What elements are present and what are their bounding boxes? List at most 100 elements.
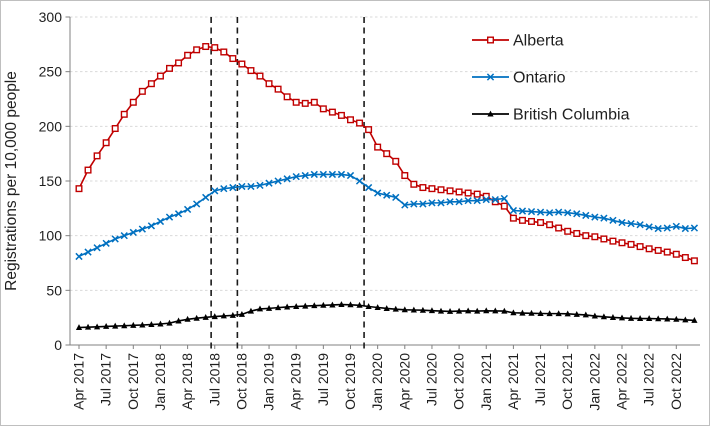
data-point-marker (220, 48, 228, 56)
data-point-marker (673, 315, 680, 322)
data-point-marker (211, 44, 219, 52)
x-tick-label: Apr 2020 (396, 353, 412, 410)
x-tick-label: Oct 2018 (233, 353, 249, 410)
legend-label-british-columbia: British Columbia (513, 107, 630, 124)
y-tick-label: 300 (39, 9, 63, 25)
data-point-marker (328, 170, 337, 179)
data-point-marker (509, 206, 518, 215)
data-point-marker (202, 313, 209, 320)
data-point-marker (487, 110, 494, 117)
data-point-marker (646, 315, 653, 322)
data-point-marker (347, 301, 354, 308)
data-point-marker (681, 224, 689, 233)
data-point-marker (655, 315, 662, 322)
y-tick-label: 250 (39, 64, 63, 80)
data-point-marker (365, 126, 373, 134)
x-tick-label: Apr 2021 (505, 353, 521, 410)
data-point-marker (383, 191, 391, 199)
data-point-marker (600, 214, 608, 222)
data-point-marker (129, 228, 137, 237)
data-point-marker (265, 80, 273, 88)
data-point-marker (446, 308, 454, 314)
data-point-marker (229, 311, 236, 318)
data-point-marker (175, 317, 182, 324)
data-point-marker (356, 301, 363, 308)
data-point-marker (238, 310, 245, 317)
data-point-marker (410, 180, 418, 188)
data-point-marker (311, 302, 318, 309)
data-point-marker (111, 125, 119, 133)
plot-area: 0 50 100 150 200 250 300 Apr 2017 Jul 2017 Oct 20… (39, 9, 700, 411)
data-point-marker (690, 224, 699, 232)
x-tick-label: Oct 2020 (451, 353, 467, 410)
x-tick-label: Apr 2018 (179, 353, 195, 410)
data-point-marker (166, 319, 173, 326)
data-point-marker (301, 99, 309, 107)
data-point-marker (672, 250, 680, 258)
data-point-marker (184, 51, 192, 59)
data-point-marker (664, 315, 671, 322)
data-point-marker (600, 235, 608, 243)
data-point-marker (419, 184, 427, 192)
data-point-marker (419, 306, 426, 313)
data-point-marker (483, 307, 490, 314)
data-point-marker (383, 305, 390, 311)
data-point-marker (392, 305, 399, 312)
data-point-marker (283, 175, 291, 183)
data-point-marker (310, 170, 318, 179)
data-point-marker (428, 185, 436, 193)
data-point-marker (528, 217, 536, 225)
data-point-marker (139, 321, 146, 328)
data-point-marker (609, 314, 617, 320)
data-point-marker (392, 193, 400, 202)
data-point-marker (265, 179, 273, 187)
data-point-marker (637, 315, 644, 322)
data-point-marker (437, 186, 445, 194)
data-point-marker (102, 139, 110, 147)
data-point-marker (491, 195, 499, 204)
data-point-marker (157, 320, 164, 327)
x-tick-label: Apr 2022 (614, 353, 630, 410)
data-point-marker (374, 304, 381, 310)
data-point-marker (238, 182, 246, 191)
data-point-marker (102, 239, 110, 247)
data-point-marker (410, 306, 417, 313)
x-tick-label: Jan 2022 (586, 353, 602, 411)
data-point-marker (193, 314, 200, 321)
data-point-marker (473, 197, 481, 205)
data-point-marker (465, 307, 472, 314)
data-point-marker (582, 232, 590, 240)
data-point-marker (510, 309, 517, 316)
data-point-marker (383, 150, 391, 158)
data-point-marker (501, 307, 508, 314)
y-tick-label: 200 (39, 118, 63, 134)
x-tick-label: Oct 2017 (125, 353, 141, 410)
data-point-marker (518, 207, 527, 215)
data-point-marker (129, 98, 137, 106)
data-point-marker (84, 166, 92, 174)
data-point-marker (536, 208, 545, 216)
data-point-marker (293, 303, 300, 310)
data-point-marker (338, 301, 345, 308)
data-point-marker (374, 189, 382, 197)
data-point-marker (464, 189, 472, 197)
data-point-marker (492, 307, 499, 314)
data-point-marker (682, 316, 689, 323)
data-point-marker (663, 224, 671, 232)
data-point-marker (275, 304, 282, 311)
data-point-marker (546, 221, 554, 229)
data-point-marker (528, 309, 535, 316)
legend-label-alberta: Alberta (513, 33, 564, 50)
y-tick-label: 100 (39, 228, 63, 244)
data-point-marker (500, 194, 508, 203)
data-point-marker (555, 208, 563, 216)
data-point-marker (220, 312, 227, 319)
data-point-marker (184, 315, 191, 322)
alberta-series (75, 43, 698, 265)
data-point-marker (356, 119, 364, 127)
data-point-marker (165, 213, 174, 221)
data-point-marker (627, 314, 635, 321)
data-point-marker (437, 307, 445, 314)
data-point-marker (310, 98, 318, 106)
